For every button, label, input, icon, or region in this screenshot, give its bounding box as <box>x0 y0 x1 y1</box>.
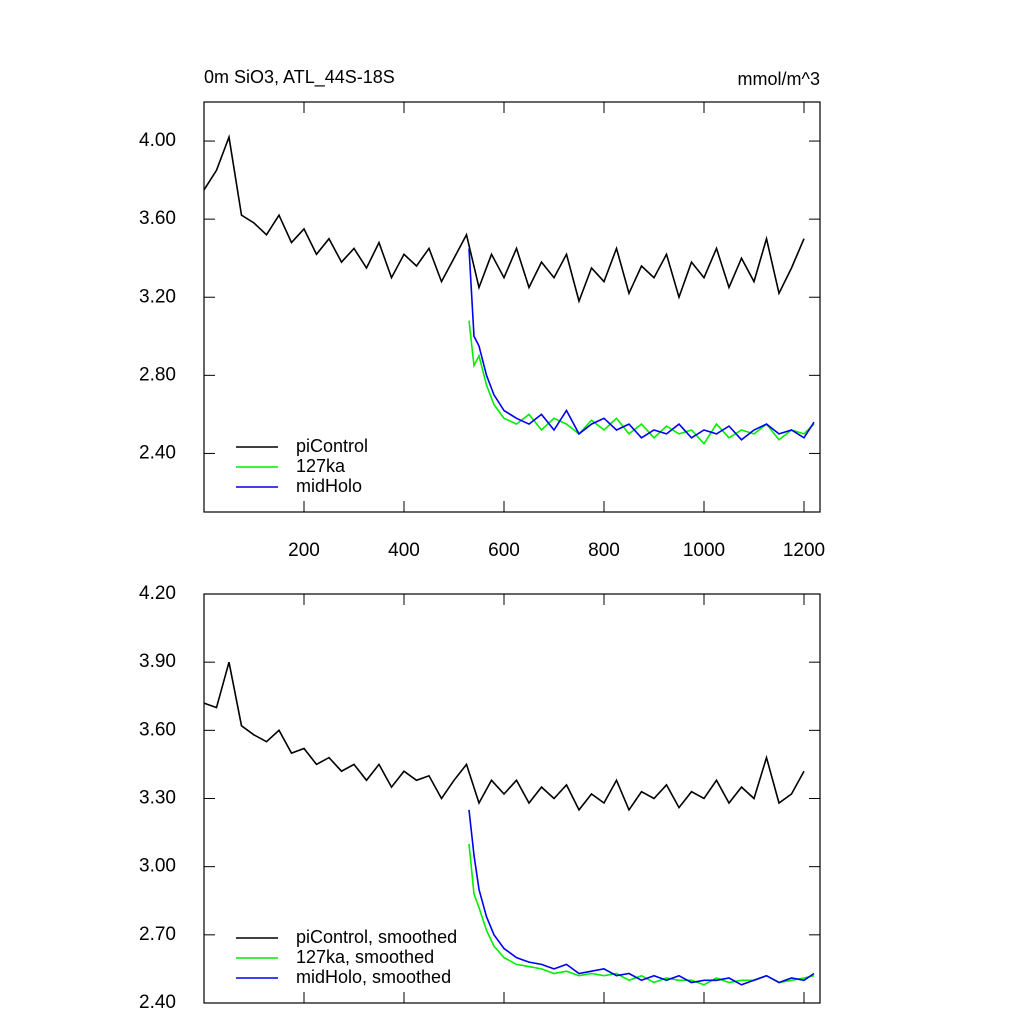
legend-label: piControl, smoothed <box>296 927 457 947</box>
x-tick-label: 600 <box>488 540 520 561</box>
x-tick-label: 800 <box>588 540 620 561</box>
series-line <box>203 133 805 304</box>
series-line <box>468 809 815 986</box>
y-tick-label: 4.00 <box>139 130 176 151</box>
series-line <box>203 661 805 812</box>
x-tick-label: 1200 <box>783 540 825 561</box>
legend-label: midHolo, smoothed <box>296 967 451 987</box>
chart-title: 0m SiO3, ATL_44S-18S <box>204 67 395 88</box>
y-tick-label: 3.90 <box>139 651 176 672</box>
x-tick-label: 400 <box>388 540 420 561</box>
legend-label: 127ka, smoothed <box>296 947 434 967</box>
legend-label: 127ka <box>296 456 346 476</box>
y-tick-label: 3.00 <box>139 856 176 877</box>
y-tick-label: 4.20 <box>139 583 176 604</box>
series-line <box>468 843 815 986</box>
plot-frame <box>203 101 821 513</box>
x-tick-label: 1000 <box>683 540 725 561</box>
legend-label: midHolo <box>296 476 362 496</box>
series-line <box>468 320 815 446</box>
y-tick-label: 2.40 <box>139 992 176 1013</box>
y-tick-label: 2.80 <box>139 364 176 385</box>
y-tick-label: 3.30 <box>139 788 176 809</box>
x-tick-label: 200 <box>288 540 320 561</box>
y-tick-label: 3.20 <box>139 286 176 307</box>
units-label: mmol/m^3 <box>738 69 820 89</box>
legend-label: piControl <box>296 436 368 456</box>
y-tick-label: 2.70 <box>139 924 176 945</box>
y-tick-label: 2.40 <box>139 442 176 463</box>
series-line <box>468 248 815 441</box>
y-tick-label: 3.60 <box>139 719 176 740</box>
y-tick-label: 3.60 <box>139 208 176 229</box>
